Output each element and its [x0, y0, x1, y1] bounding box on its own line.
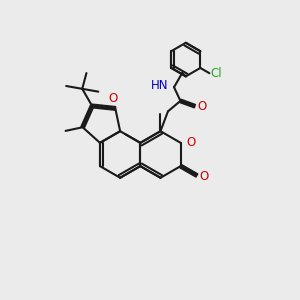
Text: HN: HN	[151, 79, 169, 92]
Text: O: O	[200, 170, 209, 183]
Text: O: O	[198, 100, 207, 112]
Text: O: O	[186, 136, 195, 149]
Text: Cl: Cl	[211, 67, 223, 80]
Text: O: O	[108, 92, 118, 105]
